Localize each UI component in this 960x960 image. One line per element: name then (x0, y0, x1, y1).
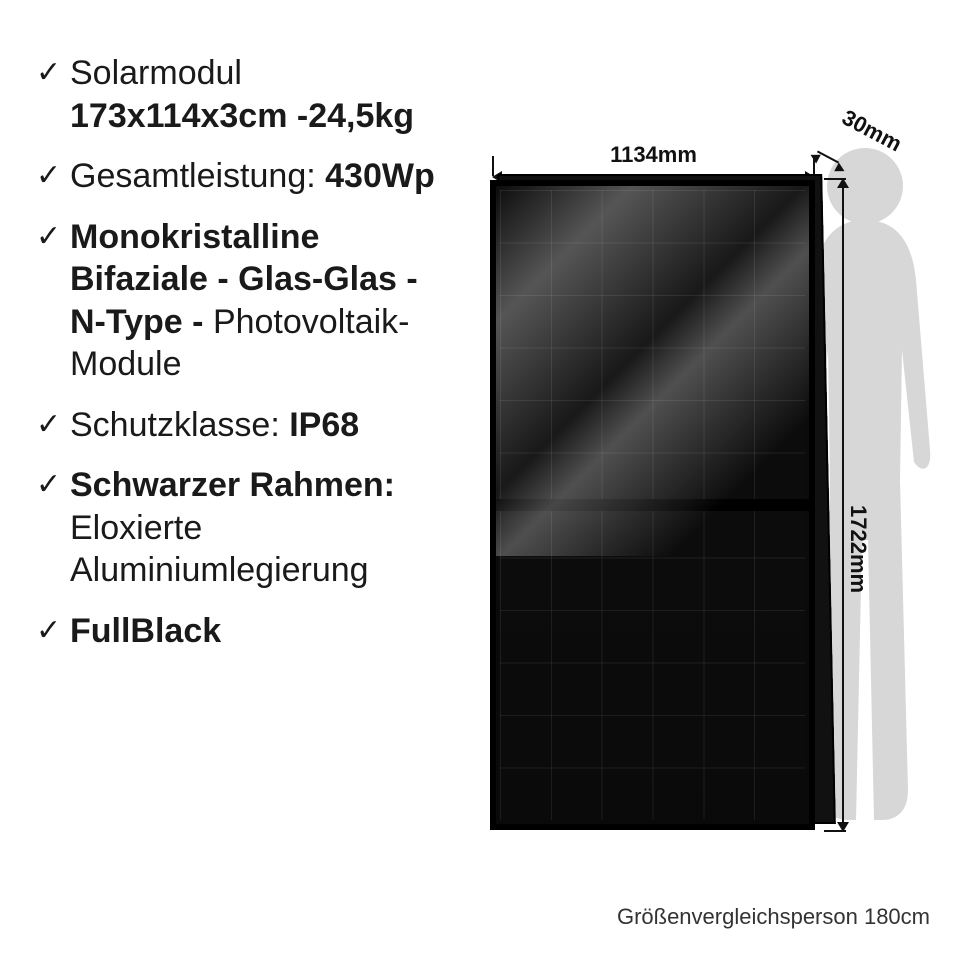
spec-fragment: FullBlack (70, 612, 221, 650)
spec-text: Schwarzer Rahmen: Eloxierte Aluminiumleg… (70, 464, 456, 592)
spec-list: ✓Solarmodul 173x114x3cm -24,5kg✓Gesamtle… (36, 52, 456, 670)
panel-graphic: 1134mm 30mm (480, 60, 940, 880)
dimension-height: 1722mm (832, 178, 872, 832)
spec-fragment: 430Wp (325, 157, 435, 195)
spec-fragment: Glas-Glas - (238, 260, 418, 298)
spec-fragment: Eloxierte Aluminiumlegierung (70, 509, 369, 590)
spec-item: ✓Monokristalline Bifaziale - Glas-Glas -… (36, 216, 456, 386)
check-icon: ✓ (36, 404, 70, 447)
spec-fragment: Schutzklasse: (70, 406, 289, 444)
solar-panel-shade (496, 505, 809, 824)
spec-text: Schutzklasse: IP68 (70, 404, 456, 447)
check-icon: ✓ (36, 610, 70, 653)
spec-fragment: Schwarzer Rahmen: (70, 466, 395, 504)
check-icon: ✓ (36, 216, 70, 386)
spec-item: ✓Schwarzer Rahmen: Eloxierte Aluminiumle… (36, 464, 456, 592)
spec-text: Monokristalline Bifaziale - Glas-Glas - … (70, 216, 456, 386)
check-icon: ✓ (36, 155, 70, 198)
spec-item: ✓FullBlack (36, 610, 456, 653)
spec-fragment: IP68 (289, 406, 359, 444)
spec-item: ✓Solarmodul 173x114x3cm -24,5kg (36, 52, 456, 137)
spec-fragment: N-Type - (70, 303, 213, 341)
footnote: Größenvergleichsperson 180cm (617, 904, 930, 930)
infographic-page: ✓Solarmodul 173x114x3cm -24,5kg✓Gesamtle… (0, 0, 960, 960)
solar-panel (490, 180, 815, 830)
spec-text: FullBlack (70, 610, 456, 653)
check-icon: ✓ (36, 52, 70, 137)
spec-item: ✓Gesamtleistung: 430Wp (36, 155, 456, 198)
dimension-height-label: 1722mm (845, 505, 871, 593)
spec-fragment: Solarmodul (70, 54, 242, 92)
dimension-width-label: 1134mm (492, 142, 815, 168)
spec-fragment: Gesamtleistung: (70, 157, 325, 195)
solar-panel-front (490, 180, 815, 830)
spec-fragment: 173x114x3cm -24,5kg (70, 97, 414, 135)
check-icon: ✓ (36, 464, 70, 592)
spec-text: Solarmodul 173x114x3cm -24,5kg (70, 52, 456, 137)
spec-item: ✓Schutzklasse: IP68 (36, 404, 456, 447)
spec-text: Gesamtleistung: 430Wp (70, 155, 456, 198)
